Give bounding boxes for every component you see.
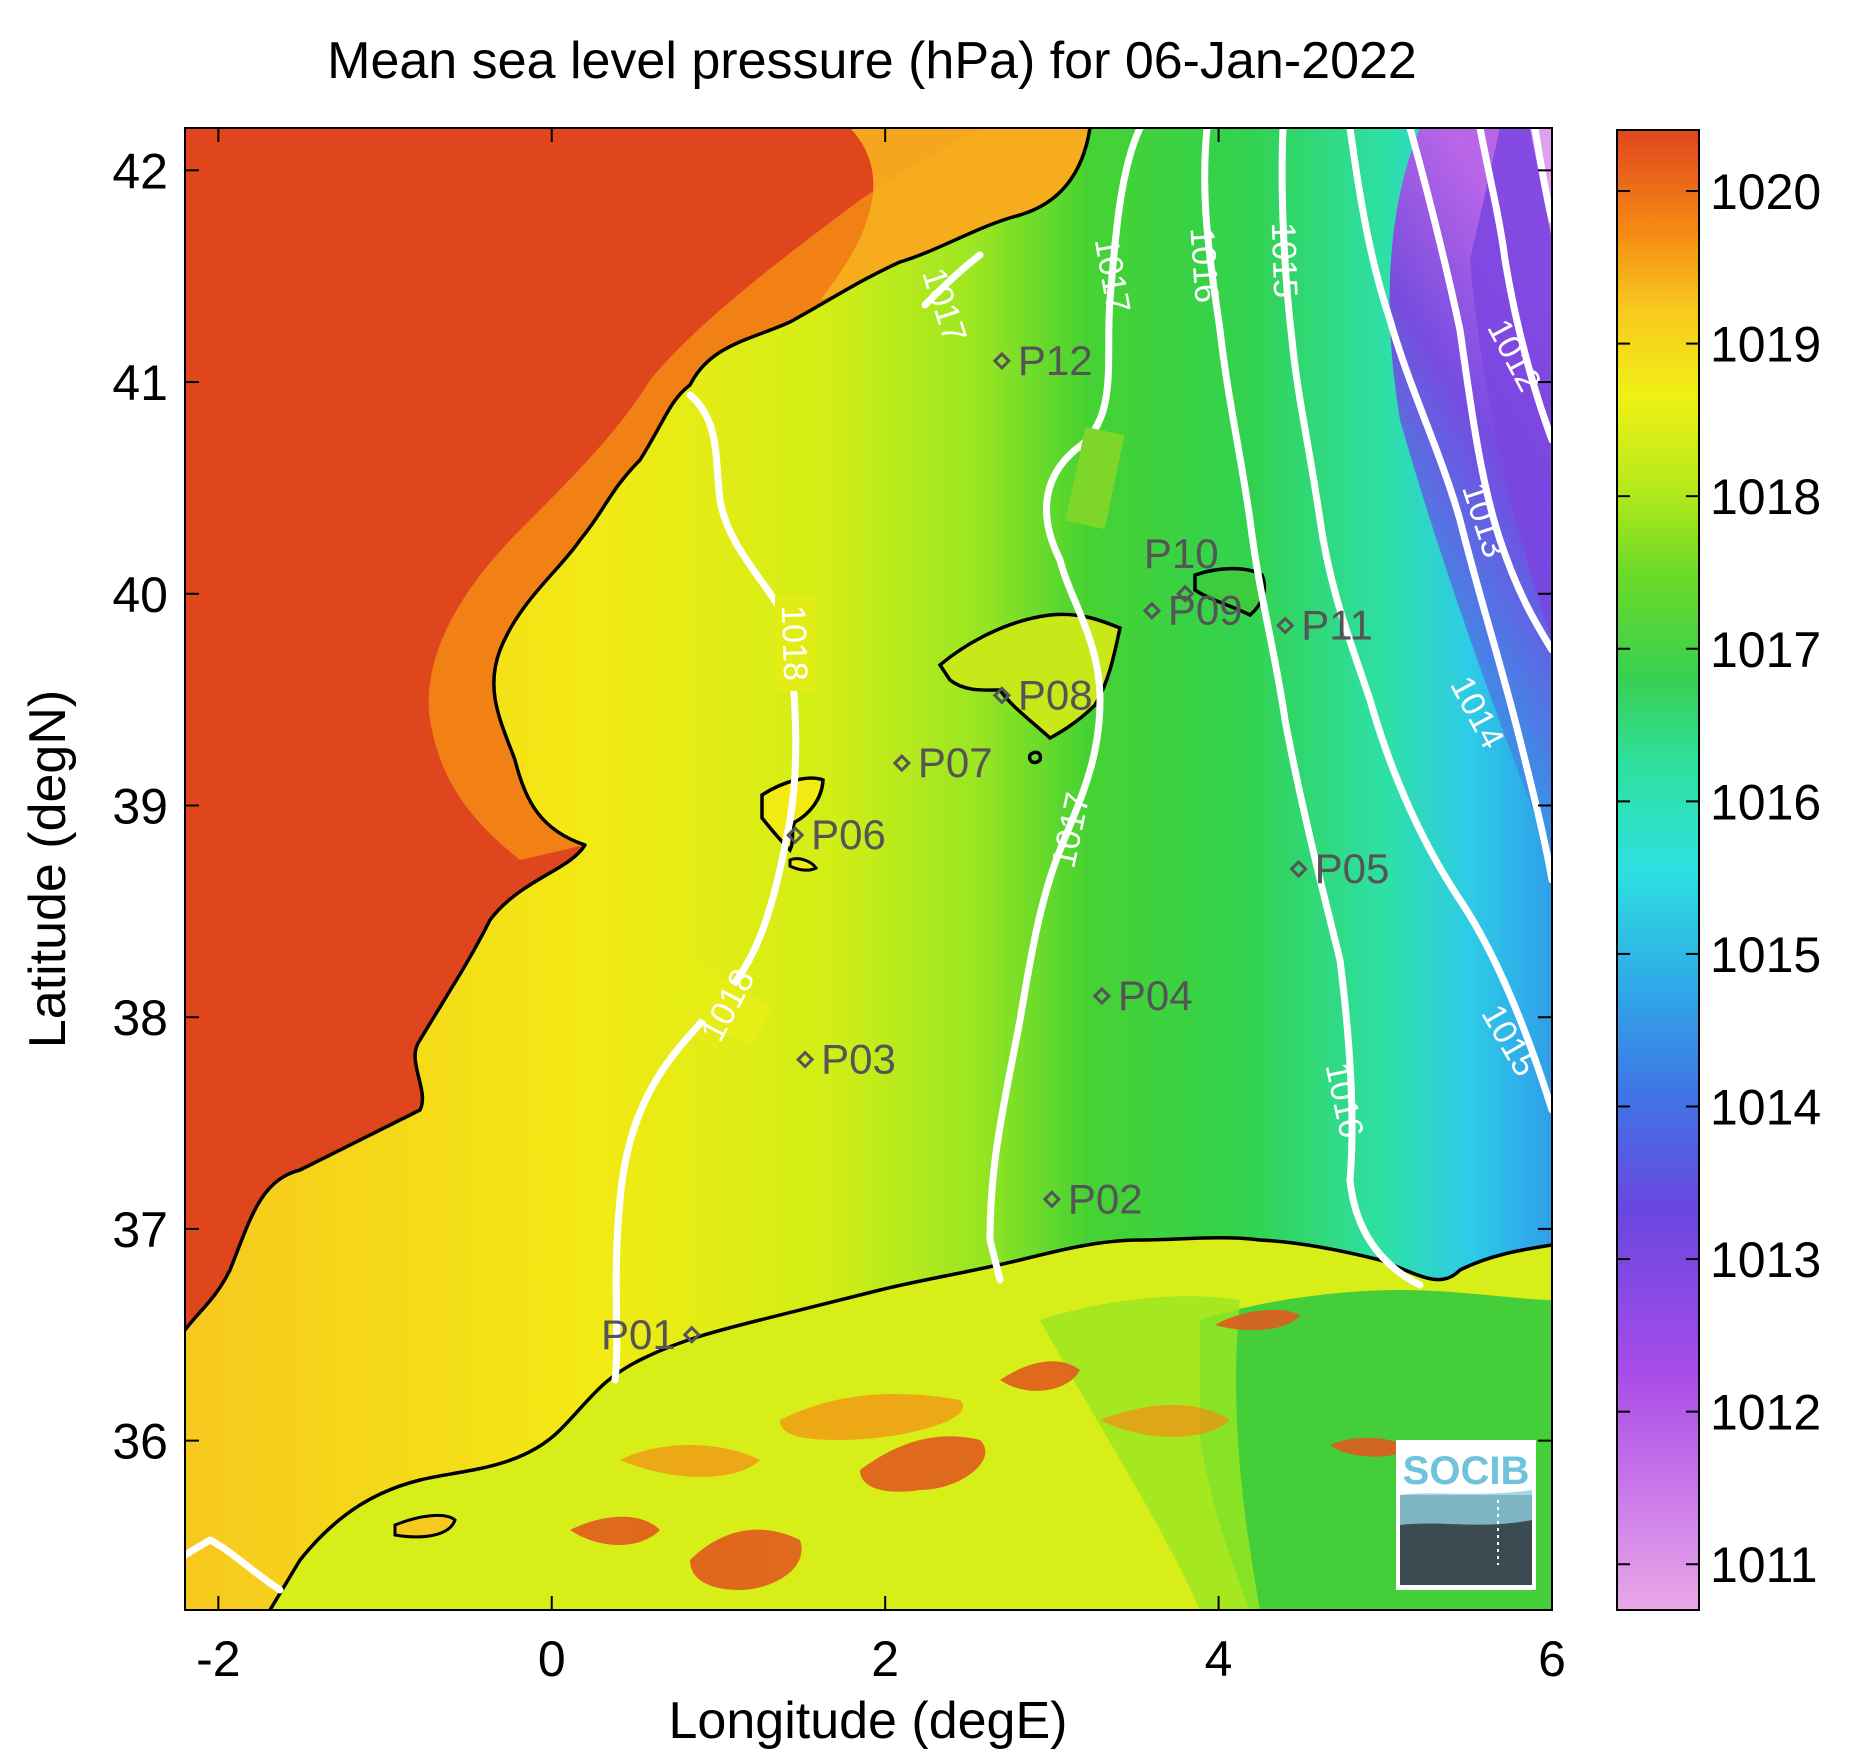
station-diamond-icon (796, 1050, 815, 1069)
x-tick-label: 0 (538, 1631, 566, 1687)
y-axis: 36 37 38 39 40 41 42 (112, 143, 1552, 1470)
station-label: P05 (1315, 845, 1390, 892)
station-marker-p10: P10 (1144, 530, 1219, 603)
y-tick-label: 37 (112, 1202, 168, 1258)
x-axis: -2 0 2 4 6 (196, 128, 1566, 1687)
y-tick-label: 41 (112, 355, 168, 411)
isobar-label-1018-a: 1018 (774, 605, 815, 682)
station-diamond-icon (1142, 601, 1162, 620)
y-tick-label: 39 (112, 778, 168, 834)
colorbar-ticks: 1011 1012 1013 1014 1015 1016 1017 1018 1019 1020 (1617, 164, 1821, 1593)
x-tick-label: 4 (1205, 1631, 1233, 1687)
colorbar-tick-label: 1019 (1710, 317, 1821, 373)
y-tick-label: 38 (112, 990, 168, 1046)
station-diamond-icon (682, 1325, 701, 1344)
station-diamond-icon (1276, 616, 1295, 635)
station-diamond-icon (892, 754, 911, 773)
station-label: P02 (1068, 1175, 1143, 1222)
station-diamond-icon (1176, 584, 1195, 603)
map-plot-area: 1018 1018 1017 1017 1017 1016 1016 1015 … (185, 128, 1552, 1610)
isobar-contours (185, 128, 1552, 1594)
station-marker-p02: P02 (1042, 1175, 1143, 1222)
station-label: P01 (601, 1311, 676, 1358)
x-tick-label: 2 (871, 1631, 899, 1687)
y-axis-label: Latitude (degN) (19, 690, 77, 1048)
station-diamond-icon (1092, 986, 1112, 1006)
x-axis-label: Longitude (degE) (669, 1692, 1068, 1750)
station-marker-p03: P03 (796, 1036, 896, 1083)
colorbar: 1011 1012 1013 1014 1015 1016 1017 1018 1019 1020 (1616, 129, 1821, 1611)
station-label: P08 (1018, 671, 1093, 718)
colorbar-tick-label: 1018 (1710, 469, 1821, 525)
colorbar-tick-label: 1014 (1710, 1079, 1821, 1135)
isobar-1017 (986, 128, 1144, 1284)
plot-frame (184, 127, 1553, 1611)
x-tick-label: 6 (1538, 1631, 1566, 1687)
station-diamond-icon (992, 686, 1011, 705)
station-marker-p12: P12 (992, 337, 1093, 384)
station-label: P11 (1301, 602, 1373, 649)
colorbar-tick-label: 1017 (1710, 622, 1821, 678)
station-label: P10 (1144, 530, 1219, 577)
station-marker-p01: P01 (601, 1311, 701, 1358)
station-diamond-icon (1042, 1190, 1062, 1209)
isobar-1017-north (921, 251, 984, 309)
isobar-1018-sw (185, 1536, 284, 1594)
land-iberia (185, 128, 1090, 1330)
station-marker-p05: P05 (1289, 845, 1390, 892)
station-marker-p11: P11 (1276, 602, 1373, 649)
station-marker-p08: P08 (992, 671, 1093, 718)
station-label: P07 (918, 739, 993, 786)
island-formentera (788, 857, 819, 872)
y-tick-label: 36 (112, 1414, 168, 1470)
station-label: P12 (1018, 337, 1093, 384)
colorbar-tick-label: 1013 (1710, 1232, 1821, 1288)
isobar-1012 (1476, 128, 1552, 444)
isobar-label-1016-a: 1016 (1182, 226, 1225, 304)
station-diamond-icon (786, 826, 805, 845)
relief-highlands (570, 1309, 1410, 1590)
colorbar-tick-label: 1015 (1710, 927, 1821, 983)
isobar-1011 (1531, 128, 1552, 224)
colorbar-tick-label: 1020 (1710, 164, 1821, 220)
colorbar-tick-label: 1012 (1710, 1385, 1821, 1441)
isobar-1018 (611, 391, 800, 1384)
colorbar-gradient (1616, 129, 1700, 1611)
y-tick-label: 40 (112, 567, 168, 623)
station-label: P03 (821, 1036, 896, 1083)
isobar-1015 (1278, 128, 1552, 1114)
station-marker-p06: P06 (786, 811, 886, 858)
x-tick-label: -2 (196, 1631, 240, 1687)
isobar-1014 (1346, 128, 1552, 884)
island-alboran (393, 1514, 457, 1539)
station-marker-p07: P07 (892, 739, 993, 786)
socib-logo: SOCIB (1396, 1440, 1536, 1590)
station-label: P06 (811, 811, 886, 858)
station-marker-p04: P04 (1092, 972, 1193, 1019)
station-label: P04 (1118, 972, 1193, 1019)
isobar-1016 (1201, 128, 1424, 1289)
colorbar-tick-label: 1016 (1710, 774, 1821, 830)
colorbar-tick-label: 1011 (1710, 1537, 1818, 1593)
station-diamond-icon (1289, 859, 1308, 879)
station-diamond-icon (992, 351, 1011, 371)
isobar-label-1015-a: 1015 (1264, 222, 1305, 299)
y-tick-label: 42 (112, 143, 168, 199)
isobar-1013 (1406, 128, 1552, 654)
figure-title: Mean sea level pressure (hPa) for 06-Jan… (327, 32, 1417, 90)
socib-logo-text: SOCIB (1403, 1449, 1530, 1493)
coastlines (185, 128, 1552, 1610)
